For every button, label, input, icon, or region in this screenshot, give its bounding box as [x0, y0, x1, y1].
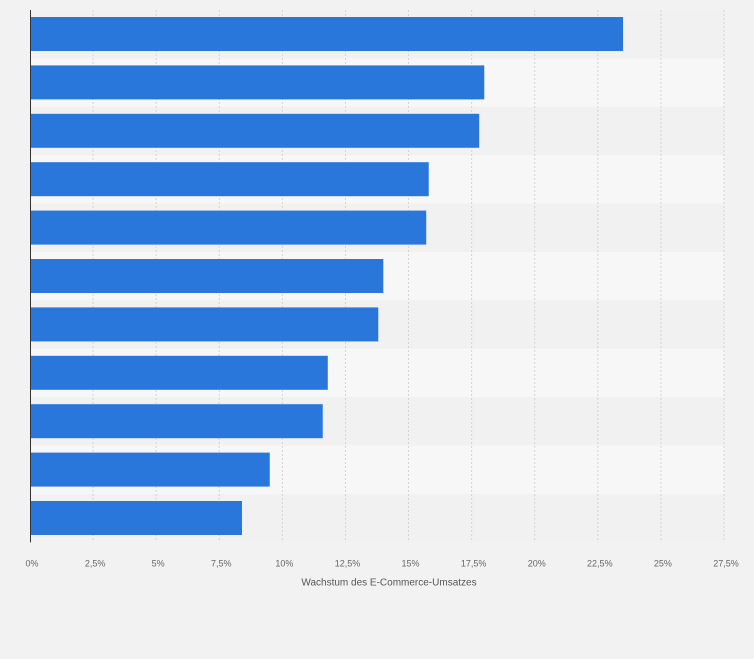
bar[interactable] [30, 210, 427, 245]
bar[interactable] [30, 307, 379, 342]
x-tick-label: 17,5% [461, 558, 487, 568]
bar[interactable] [30, 162, 429, 197]
x-tick-label: 7,5% [211, 558, 232, 568]
bar[interactable] [30, 65, 485, 100]
x-tick-label: 2,5% [85, 558, 106, 568]
bar[interactable] [30, 355, 328, 390]
x-tick-label: 0% [25, 558, 38, 568]
bar[interactable] [30, 501, 242, 535]
bar[interactable] [30, 452, 270, 487]
x-tick-label: 15% [402, 558, 420, 568]
bar[interactable] [30, 113, 480, 148]
bar[interactable] [30, 17, 624, 51]
x-tick-label: 5% [152, 558, 165, 568]
x-tick-labels: 0% 2,5% 5% 7,5% 10% 12,5% 15% 17,5% 20% 22,5% 25% 2… [25, 558, 738, 568]
x-tick-label: 10% [275, 558, 293, 568]
x-tick-label: 22,5% [587, 558, 613, 568]
x-axis-label: Wachstum des E-Commerce-Umsatzes [301, 577, 476, 588]
x-tick-label: 20% [528, 558, 546, 568]
bar[interactable] [30, 259, 384, 293]
bars [30, 17, 624, 535]
x-tick-label: 25% [654, 558, 672, 568]
x-tick-label: 12,5% [335, 558, 361, 568]
bar[interactable] [30, 404, 323, 439]
x-tick-label: 27,5% [713, 558, 739, 568]
